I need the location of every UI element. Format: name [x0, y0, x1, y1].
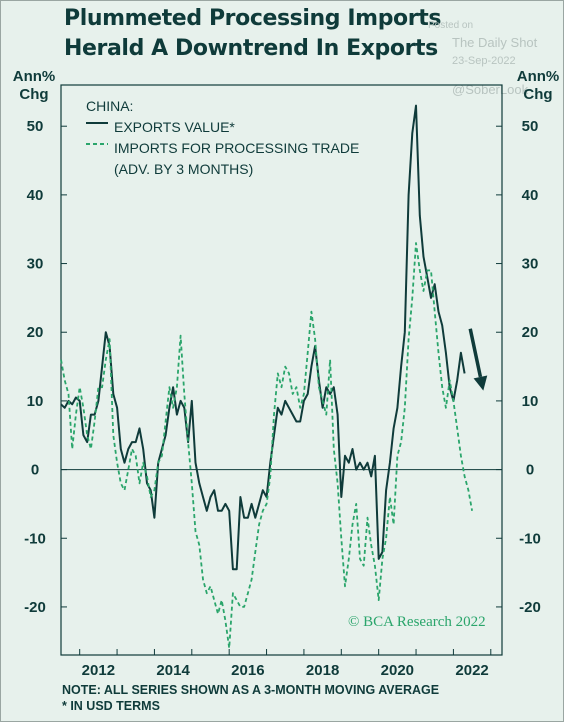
y-tick-label-right: 50	[522, 118, 539, 135]
y-tick-label-left: 30	[27, 256, 44, 273]
y-tick-label-left: 40	[27, 187, 44, 204]
note: NOTE: ALL SERIES SHOWN AS A 3-MONTH MOVI…	[62, 682, 439, 714]
series-line-exports	[60, 104, 466, 571]
y-tick-label-right: 20	[522, 324, 539, 341]
y-tick-label-left: 20	[27, 324, 44, 341]
y-tick-label-right: 10	[522, 393, 539, 410]
y-axis-label-left-text: Ann% Chg	[12, 68, 56, 103]
x-tick-label: 2020	[381, 662, 414, 679]
x-tick-label: 2016	[231, 662, 264, 679]
x-tick-label: 2018	[306, 662, 339, 679]
legend: CHINA: EXPORTS VALUE* IMPORTS FOR PROCES…	[86, 96, 359, 180]
y-tick-label-left: -20	[24, 599, 46, 616]
y-tick-label-right: 30	[522, 256, 539, 273]
legend-swatch-exports	[86, 122, 108, 124]
legend-swatch-imports	[86, 143, 108, 145]
y-ticks-right: -20 -10 0 10 20 30 40 50	[496, 118, 541, 616]
x-tick-label: 2012	[82, 662, 115, 679]
y-axis-label-right: Ann% Chg	[514, 68, 562, 104]
y-tick-label-left: 10	[27, 393, 44, 410]
note-line-1: NOTE: ALL SERIES SHOWN AS A 3-MONTH MOVI…	[62, 683, 440, 697]
series-line-imports	[60, 242, 473, 649]
watermark-posted-on: Posted on	[428, 20, 474, 31]
watermark-handle: @SoberLook	[452, 82, 529, 97]
watermark-date: 23-Sep-2022	[452, 55, 516, 67]
trend-arrow	[468, 328, 488, 391]
legend-header: CHINA:	[86, 98, 134, 114]
y-tick-label-right: -10	[519, 530, 541, 547]
x-tick-label: 2022	[455, 662, 488, 679]
y-tick-label-right: -20	[519, 599, 541, 616]
credit: © BCA Research 2022	[348, 614, 486, 630]
y-ticks-left: -20 -10 0 10 20 30 40 50	[24, 118, 67, 616]
legend-item-imports: IMPORTS FOR PROCESSING TRADE (ADV. BY 3 …	[86, 138, 359, 180]
legend-label-imports-line2: (ADV. BY 3 MONTHS)	[114, 161, 254, 177]
legend-label-imports-line1: IMPORTS FOR PROCESSING TRADE	[114, 140, 360, 156]
watermark-source: The Daily Shot	[452, 35, 538, 50]
y-tick-label-left: 50	[27, 118, 44, 135]
legend-label-imports: IMPORTS FOR PROCESSING TRADE (ADV. BY 3 …	[114, 138, 359, 180]
note-line-2: * IN USD TERMS	[62, 699, 160, 713]
y-axis-label-right-text: Ann% Chg	[516, 68, 560, 103]
y-tick-label-left: -10	[24, 530, 46, 547]
y-axis-label-left: Ann% Chg	[10, 68, 58, 104]
y-tick-label-right: 0	[526, 462, 534, 479]
series-lines	[60, 104, 473, 649]
y-tick-label-right: 40	[522, 187, 539, 204]
chart-title: Plummeted Processing Imports Herald A Do…	[64, 6, 442, 61]
x-ticks: 2012 2014 2016 2018 2020 2022	[79, 649, 492, 679]
plot-border	[60, 84, 503, 656]
y-tick-label-left: 0	[31, 462, 39, 479]
legend-item-exports: EXPORTS VALUE*	[86, 117, 359, 138]
legend-label-exports: EXPORTS VALUE*	[114, 119, 235, 135]
arrow-head	[473, 375, 488, 391]
arrow-shaft	[468, 328, 483, 378]
x-tick-label: 2014	[156, 662, 190, 679]
